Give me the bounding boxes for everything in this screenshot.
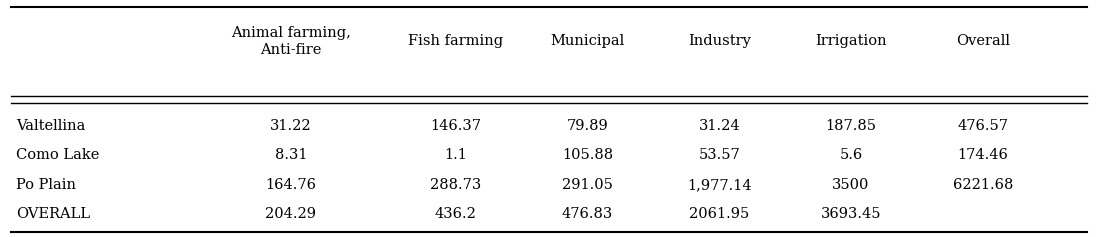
Text: 476.83: 476.83 bbox=[562, 207, 613, 222]
Text: 31.22: 31.22 bbox=[270, 118, 312, 133]
Text: Overall: Overall bbox=[955, 34, 1010, 49]
Text: Como Lake: Como Lake bbox=[16, 148, 100, 162]
Text: OVERALL: OVERALL bbox=[16, 207, 91, 222]
Text: 6221.68: 6221.68 bbox=[953, 178, 1012, 192]
Text: 204.29: 204.29 bbox=[266, 207, 316, 222]
Text: 288.73: 288.73 bbox=[430, 178, 481, 192]
Text: 164.76: 164.76 bbox=[266, 178, 316, 192]
Text: 53.57: 53.57 bbox=[698, 148, 740, 162]
Text: 174.46: 174.46 bbox=[957, 148, 1008, 162]
Text: 436.2: 436.2 bbox=[435, 207, 477, 222]
Text: Municipal: Municipal bbox=[550, 34, 625, 49]
Text: 5.6: 5.6 bbox=[839, 148, 863, 162]
Text: Irrigation: Irrigation bbox=[815, 34, 887, 49]
Text: 291.05: 291.05 bbox=[562, 178, 613, 192]
Text: Animal farming,
Anti-fire: Animal farming, Anti-fire bbox=[231, 26, 351, 57]
Text: 476.57: 476.57 bbox=[957, 118, 1008, 133]
Text: 2061.95: 2061.95 bbox=[690, 207, 749, 222]
Text: 3693.45: 3693.45 bbox=[820, 207, 882, 222]
Text: 1,977.14: 1,977.14 bbox=[687, 178, 751, 192]
Text: 1.1: 1.1 bbox=[445, 148, 467, 162]
Text: Po Plain: Po Plain bbox=[16, 178, 77, 192]
Text: 3500: 3500 bbox=[832, 178, 870, 192]
Text: 31.24: 31.24 bbox=[698, 118, 740, 133]
Text: 8.31: 8.31 bbox=[274, 148, 307, 162]
Text: Valtellina: Valtellina bbox=[16, 118, 86, 133]
Text: 187.85: 187.85 bbox=[826, 118, 876, 133]
Text: 146.37: 146.37 bbox=[430, 118, 481, 133]
Text: 105.88: 105.88 bbox=[562, 148, 613, 162]
Text: 79.89: 79.89 bbox=[567, 118, 608, 133]
Text: Fish farming: Fish farming bbox=[408, 34, 503, 49]
Text: Industry: Industry bbox=[687, 34, 751, 49]
